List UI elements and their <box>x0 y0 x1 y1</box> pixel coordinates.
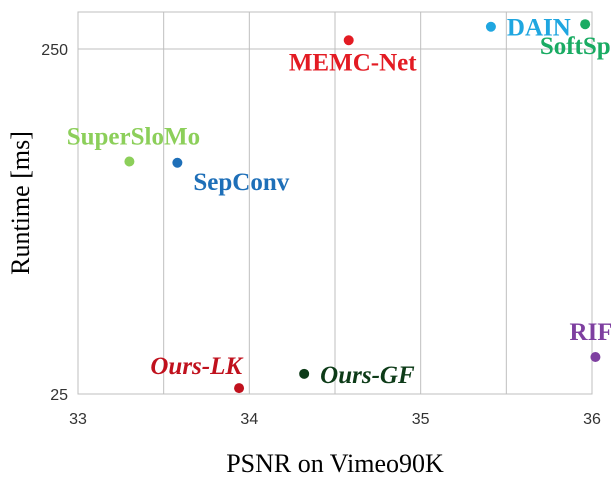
data-point <box>299 368 310 379</box>
point-label: SoftSplat <box>540 33 611 60</box>
data-point <box>580 19 591 30</box>
point-label: SepConv <box>193 169 289 196</box>
y-tick-label: 250 <box>41 42 68 59</box>
point-label: RIFE <box>570 319 611 346</box>
point-label: MEMC-Net <box>289 49 417 76</box>
data-point <box>343 35 354 46</box>
data-point <box>590 352 601 363</box>
data-point <box>124 156 135 167</box>
point-labels: DAINSoftSplat MEMC-Net SuperSloMo SepConv RI… <box>67 15 611 389</box>
x-axis-title: PSNR on Vimeo90K <box>226 449 444 478</box>
x-tick-label: 35 <box>412 411 430 428</box>
data-point <box>234 383 245 394</box>
plot-frame <box>77 11 593 395</box>
y-axis-title: Runtime [ms] <box>6 131 35 275</box>
x-axis-ticks: 33 34 35 36 <box>69 411 601 428</box>
point-label: Ours-LK <box>150 353 244 380</box>
y-tick-label: 25 <box>50 387 68 404</box>
x-tick-label: 36 <box>583 411 601 428</box>
y-axis-ticks: 25 250 <box>41 42 68 404</box>
x-tick-label: 34 <box>240 411 258 428</box>
point-label: SuperSloMo <box>67 123 200 150</box>
point-label: Ours-GF <box>320 362 415 389</box>
data-point <box>172 157 183 168</box>
x-tick-label: 33 <box>69 411 87 428</box>
point-label: DAIN <box>507 15 571 42</box>
data-points <box>124 19 601 394</box>
data-point <box>485 21 496 32</box>
